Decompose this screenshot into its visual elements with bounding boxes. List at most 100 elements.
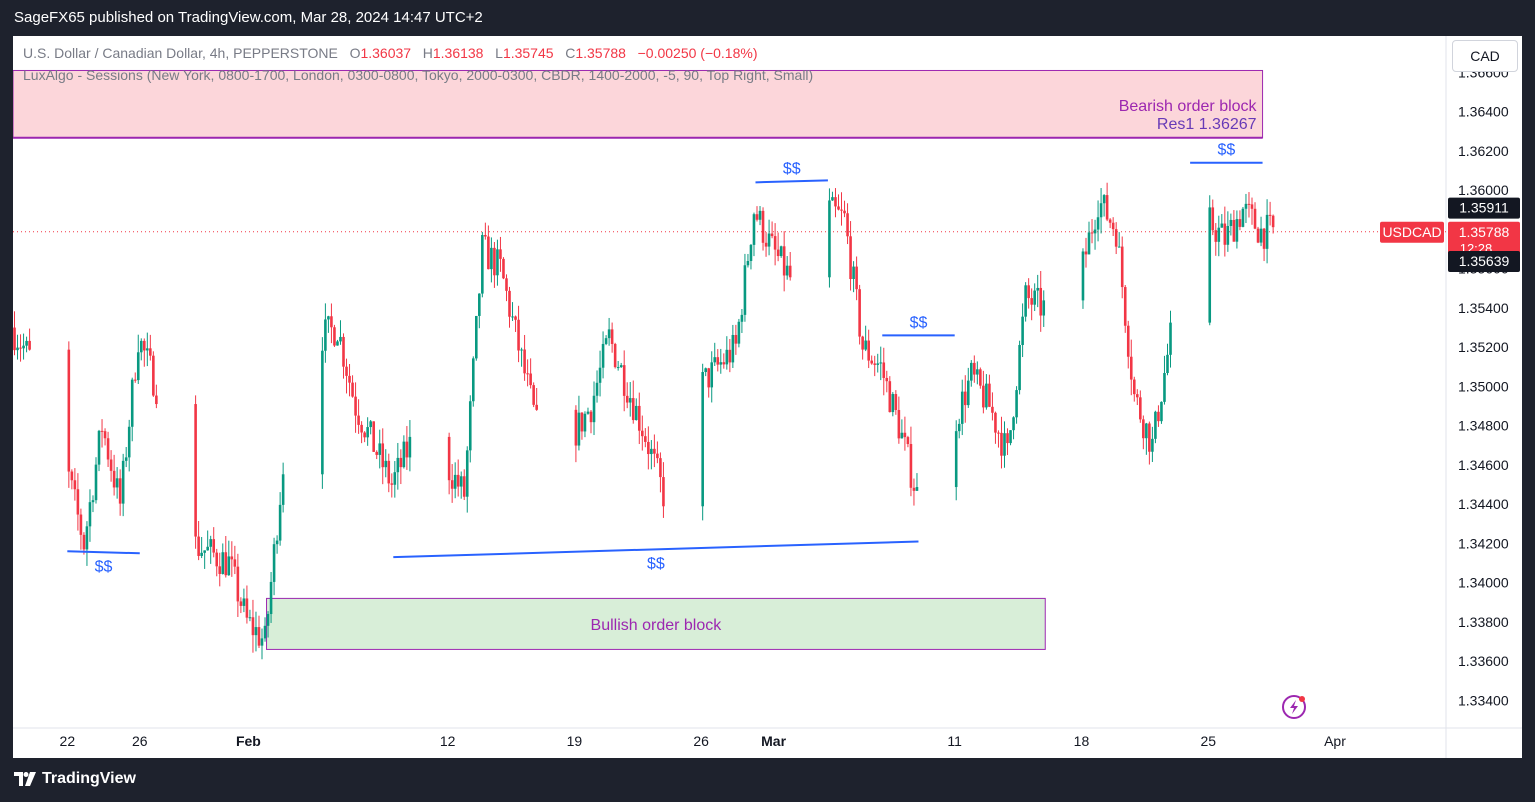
candle-down	[1136, 394, 1139, 398]
candle-up	[731, 334, 735, 363]
candle-up	[1024, 285, 1027, 317]
candle-up	[1208, 207, 1212, 323]
candle-up	[121, 460, 125, 504]
candle-down	[236, 566, 240, 602]
candle-down	[722, 362, 726, 365]
candle-down	[1111, 222, 1115, 230]
x-tick-label: 22	[60, 733, 76, 749]
candle-down	[1114, 229, 1118, 247]
candle-down	[149, 348, 152, 356]
open-value: 1.36037	[360, 45, 412, 61]
candle-up	[1166, 354, 1169, 374]
x-tick-label: Mar	[761, 733, 786, 749]
candle-down	[858, 289, 861, 337]
candle-up	[520, 349, 523, 351]
close-value: 1.35788	[575, 45, 626, 61]
y-tick-label: 1.34400	[1458, 496, 1509, 512]
candle-up	[1220, 223, 1224, 228]
x-tick-label: 26	[132, 733, 148, 749]
flash-icon[interactable]	[1282, 695, 1306, 719]
indicator-legend[interactable]: LuxAlgo - Sessions (New York, 0800-1700,…	[23, 67, 814, 83]
candle-down	[1262, 228, 1266, 249]
candle-up	[1096, 217, 1100, 230]
candle-up	[327, 316, 330, 320]
candle-up	[1217, 227, 1221, 242]
candle-up	[378, 443, 382, 455]
candle-down	[215, 552, 219, 567]
liquidity-label: $$	[783, 160, 801, 177]
flash-icon-bolt	[1290, 700, 1298, 714]
bullish-order-block-label: Bullish order block	[591, 617, 723, 634]
candle-down	[707, 368, 711, 388]
candle-down	[447, 436, 451, 481]
candle-up	[1244, 203, 1248, 209]
candle-up	[339, 336, 342, 342]
candle-down	[994, 412, 997, 433]
lower-price-label: 1.35639	[1459, 253, 1510, 269]
candle-down	[1148, 423, 1151, 452]
tradingview-logo[interactable]: TradingView	[14, 770, 136, 788]
candle-up	[1235, 219, 1239, 242]
candle-up	[269, 581, 273, 615]
candle-down	[28, 340, 31, 350]
candle-down	[755, 214, 759, 220]
candle-up	[209, 539, 212, 547]
candle-up	[336, 341, 339, 346]
candle-up	[607, 329, 611, 339]
y-tick-label: 1.36200	[1458, 143, 1509, 159]
candle-down	[106, 438, 110, 460]
candle-up	[248, 617, 252, 619]
y-tick-label: 1.34000	[1458, 575, 1509, 591]
candle-down	[197, 536, 200, 556]
liquidity-line	[755, 179, 828, 184]
candle-down	[1000, 432, 1003, 456]
candle-up	[1099, 203, 1103, 218]
currency-button[interactable]: CAD	[1452, 40, 1518, 72]
candle-up	[369, 421, 372, 428]
bearish-order-block-label: Bearish order block	[1119, 98, 1258, 115]
liquidity-label: $$	[1217, 142, 1235, 159]
candle-down	[390, 483, 394, 485]
candle-down	[846, 213, 849, 237]
candle-up	[85, 526, 89, 550]
candle-down	[574, 409, 578, 446]
y-tick-label: 1.33600	[1458, 653, 1509, 669]
candle-up	[453, 474, 457, 489]
candle-down	[909, 444, 913, 488]
candle-up	[227, 556, 231, 576]
candle-down	[103, 431, 107, 439]
candle-up	[281, 474, 285, 505]
price-chart[interactable]: 1.366001.364001.362001.360001.358001.356…	[13, 36, 1522, 758]
candle-down	[456, 474, 460, 487]
candle-up	[25, 340, 28, 346]
candle-up	[752, 214, 756, 245]
chart-panel[interactable]: 1.366001.364001.362001.360001.358001.356…	[13, 36, 1522, 758]
candle-down	[76, 489, 80, 515]
candle-up	[900, 432, 904, 439]
y-tick-label: 1.34200	[1458, 535, 1509, 551]
candle-up	[124, 457, 128, 461]
candle-down	[526, 373, 529, 375]
candle-up	[831, 197, 834, 201]
candle-up	[1093, 229, 1097, 234]
candle-up	[203, 550, 206, 553]
candle-down	[487, 236, 490, 270]
candle-down	[1232, 219, 1236, 242]
candle-down	[897, 410, 901, 439]
candle-up	[1151, 438, 1154, 452]
candle-down	[888, 381, 892, 413]
candle-down	[118, 478, 122, 504]
candle-down	[1132, 379, 1136, 395]
candle-down	[1108, 219, 1112, 223]
candle-up	[139, 340, 143, 353]
liquidity-label: $$	[910, 314, 928, 331]
candle-up	[266, 614, 270, 626]
candle-up	[22, 345, 25, 349]
candle-up	[864, 340, 867, 350]
candle-down	[1120, 246, 1124, 288]
candle-down	[716, 357, 720, 365]
candle-up	[749, 244, 753, 262]
candle-up	[719, 362, 723, 365]
candle-up	[634, 405, 638, 421]
candle-up	[1169, 322, 1172, 355]
